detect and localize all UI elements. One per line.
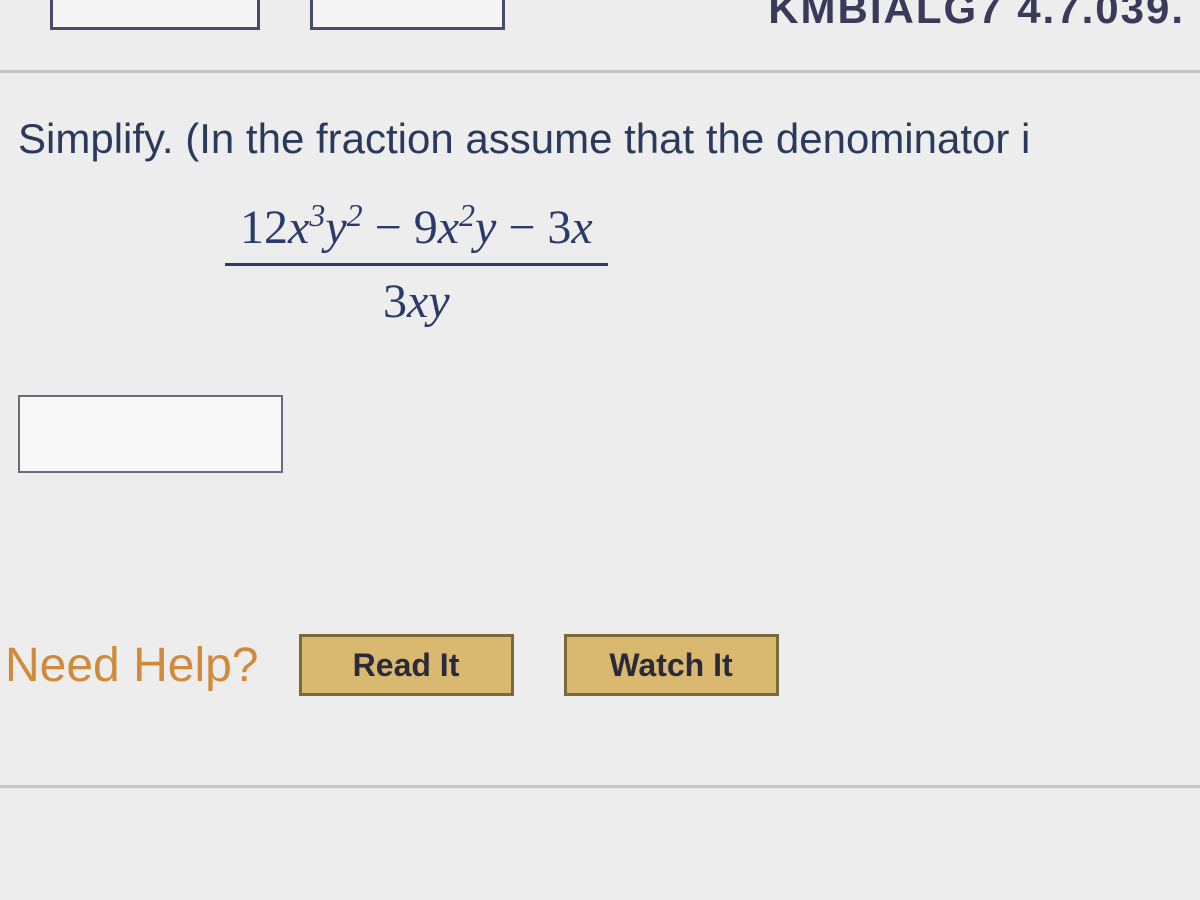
term-exp: 2 [459,197,475,233]
term-op: − [496,201,547,254]
term-var: x [288,201,309,254]
term-exp: 3 [309,197,325,233]
help-section: Need Help? Read It Watch It [5,625,1200,705]
watch-it-button[interactable]: Watch It [564,634,779,696]
term-var2: y [325,201,346,254]
term-coef: 12 [240,201,288,254]
denom-vars: xy [407,275,450,328]
term-var: x [438,201,459,254]
header-partial: KMBIALG7 4.7.039. [0,0,1200,50]
denom-coef: 3 [383,275,407,328]
question-reference: KMBIALG7 4.7.039. [768,0,1185,33]
term-op: − [363,201,414,254]
answer-input[interactable] [18,395,283,473]
fraction-denominator: 3xy [225,266,608,329]
term-var2: y [475,201,496,254]
header-box-1 [50,0,260,30]
fraction-numerator: 12x3y2 − 9x2y − 3x [225,200,608,266]
read-it-button[interactable]: Read It [299,634,514,696]
math-expression: 12x3y2 − 9x2y − 3x 3xy [225,200,608,329]
header-box-2 [310,0,505,30]
term-exp2: 2 [347,197,363,233]
divider-bottom [0,785,1200,788]
question-prompt: Simplify. (In the fraction assume that t… [18,115,1030,163]
term-coef: 3 [547,201,571,254]
divider-top [0,70,1200,73]
need-help-label: Need Help? [5,638,259,693]
term-var: x [571,201,592,254]
term-coef: 9 [414,201,438,254]
